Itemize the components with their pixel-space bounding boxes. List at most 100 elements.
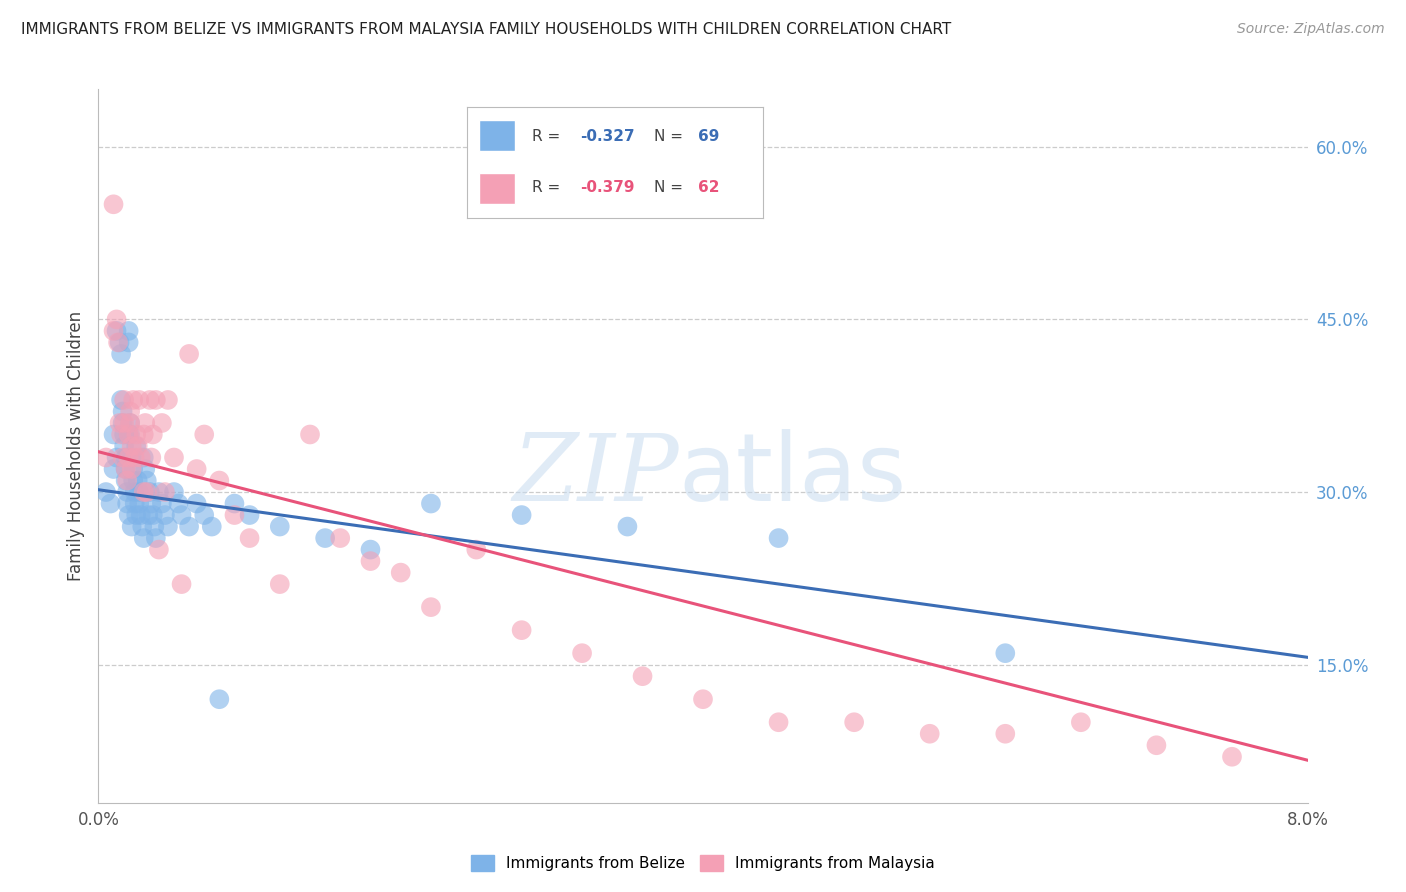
Point — [139, 485, 162, 500]
Point — [136, 508, 159, 522]
Point — [186, 462, 208, 476]
Point — [844, 715, 866, 730]
Point — [129, 508, 152, 522]
Point — [170, 508, 193, 522]
Point — [111, 404, 134, 418]
Point — [120, 416, 142, 430]
Point — [105, 324, 128, 338]
Point — [170, 577, 193, 591]
Point — [135, 474, 157, 488]
Point — [94, 450, 117, 465]
Point — [153, 508, 176, 522]
Point — [153, 485, 176, 500]
Point — [143, 519, 166, 533]
Point — [108, 416, 131, 430]
Point — [114, 462, 136, 476]
Point — [1146, 738, 1168, 752]
Point — [1220, 749, 1243, 764]
Point — [193, 427, 215, 442]
Point — [110, 427, 132, 442]
Point — [120, 427, 142, 442]
Point — [120, 404, 142, 418]
Point — [193, 508, 215, 522]
Point — [107, 335, 129, 350]
Point — [110, 392, 132, 407]
Point — [148, 485, 170, 500]
Text: IMMIGRANTS FROM BELIZE VS IMMIGRANTS FROM MALAYSIA FAMILY HOUSEHOLDS WITH CHILDR: IMMIGRANTS FROM BELIZE VS IMMIGRANTS FRO… — [21, 22, 952, 37]
Point — [118, 324, 141, 338]
Point — [134, 462, 156, 476]
Point — [994, 727, 1017, 741]
Point — [239, 508, 262, 522]
Point — [994, 646, 1017, 660]
Point — [186, 497, 208, 511]
Point — [94, 485, 117, 500]
Point — [103, 324, 125, 338]
Point — [105, 450, 128, 465]
Point — [103, 462, 125, 476]
Point — [110, 347, 132, 361]
Point — [105, 312, 128, 326]
Point — [420, 600, 443, 615]
Point — [134, 416, 156, 430]
Point — [129, 450, 152, 465]
Point — [118, 508, 141, 522]
Point — [118, 427, 141, 442]
Legend: Immigrants from Belize, Immigrants from Malaysia: Immigrants from Belize, Immigrants from … — [465, 849, 941, 877]
Point — [115, 474, 138, 488]
Point — [510, 508, 533, 522]
Point — [571, 646, 593, 660]
Point — [122, 392, 145, 407]
Point — [163, 450, 186, 465]
Point — [156, 519, 179, 533]
Point — [120, 416, 142, 430]
Point — [768, 531, 790, 545]
Point — [115, 485, 138, 500]
Point — [121, 462, 143, 476]
Point — [108, 335, 131, 350]
Point — [125, 508, 148, 522]
Point — [692, 692, 714, 706]
Point — [114, 450, 136, 465]
Point — [128, 485, 150, 500]
Point — [132, 450, 155, 465]
Point — [112, 416, 135, 430]
Point — [224, 497, 246, 511]
Point — [111, 416, 134, 430]
Point — [125, 439, 148, 453]
Point — [127, 439, 149, 453]
Point — [115, 497, 138, 511]
Point — [128, 392, 150, 407]
Point — [360, 554, 382, 568]
Point — [918, 727, 941, 741]
Point — [224, 508, 246, 522]
Point — [121, 450, 143, 465]
Point — [1070, 715, 1092, 730]
Point — [114, 462, 136, 476]
Point — [112, 439, 135, 453]
Point — [132, 427, 155, 442]
Point — [156, 392, 179, 407]
Point — [465, 542, 488, 557]
Point — [768, 715, 790, 730]
Point — [141, 497, 163, 511]
Point — [420, 497, 443, 511]
Text: ZIP: ZIP — [512, 430, 679, 519]
Point — [118, 335, 141, 350]
Text: Source: ZipAtlas.com: Source: ZipAtlas.com — [1237, 22, 1385, 37]
Point — [167, 497, 190, 511]
Point — [360, 542, 382, 557]
Point — [269, 519, 291, 533]
Point — [148, 542, 170, 557]
Point — [118, 427, 141, 442]
Point — [141, 450, 163, 465]
Point — [616, 519, 638, 533]
Point — [208, 474, 231, 488]
Point — [329, 531, 352, 545]
Point — [314, 531, 336, 545]
Point — [127, 474, 149, 488]
Point — [131, 519, 153, 533]
Point — [208, 692, 231, 706]
Point — [269, 577, 291, 591]
Point — [179, 347, 201, 361]
